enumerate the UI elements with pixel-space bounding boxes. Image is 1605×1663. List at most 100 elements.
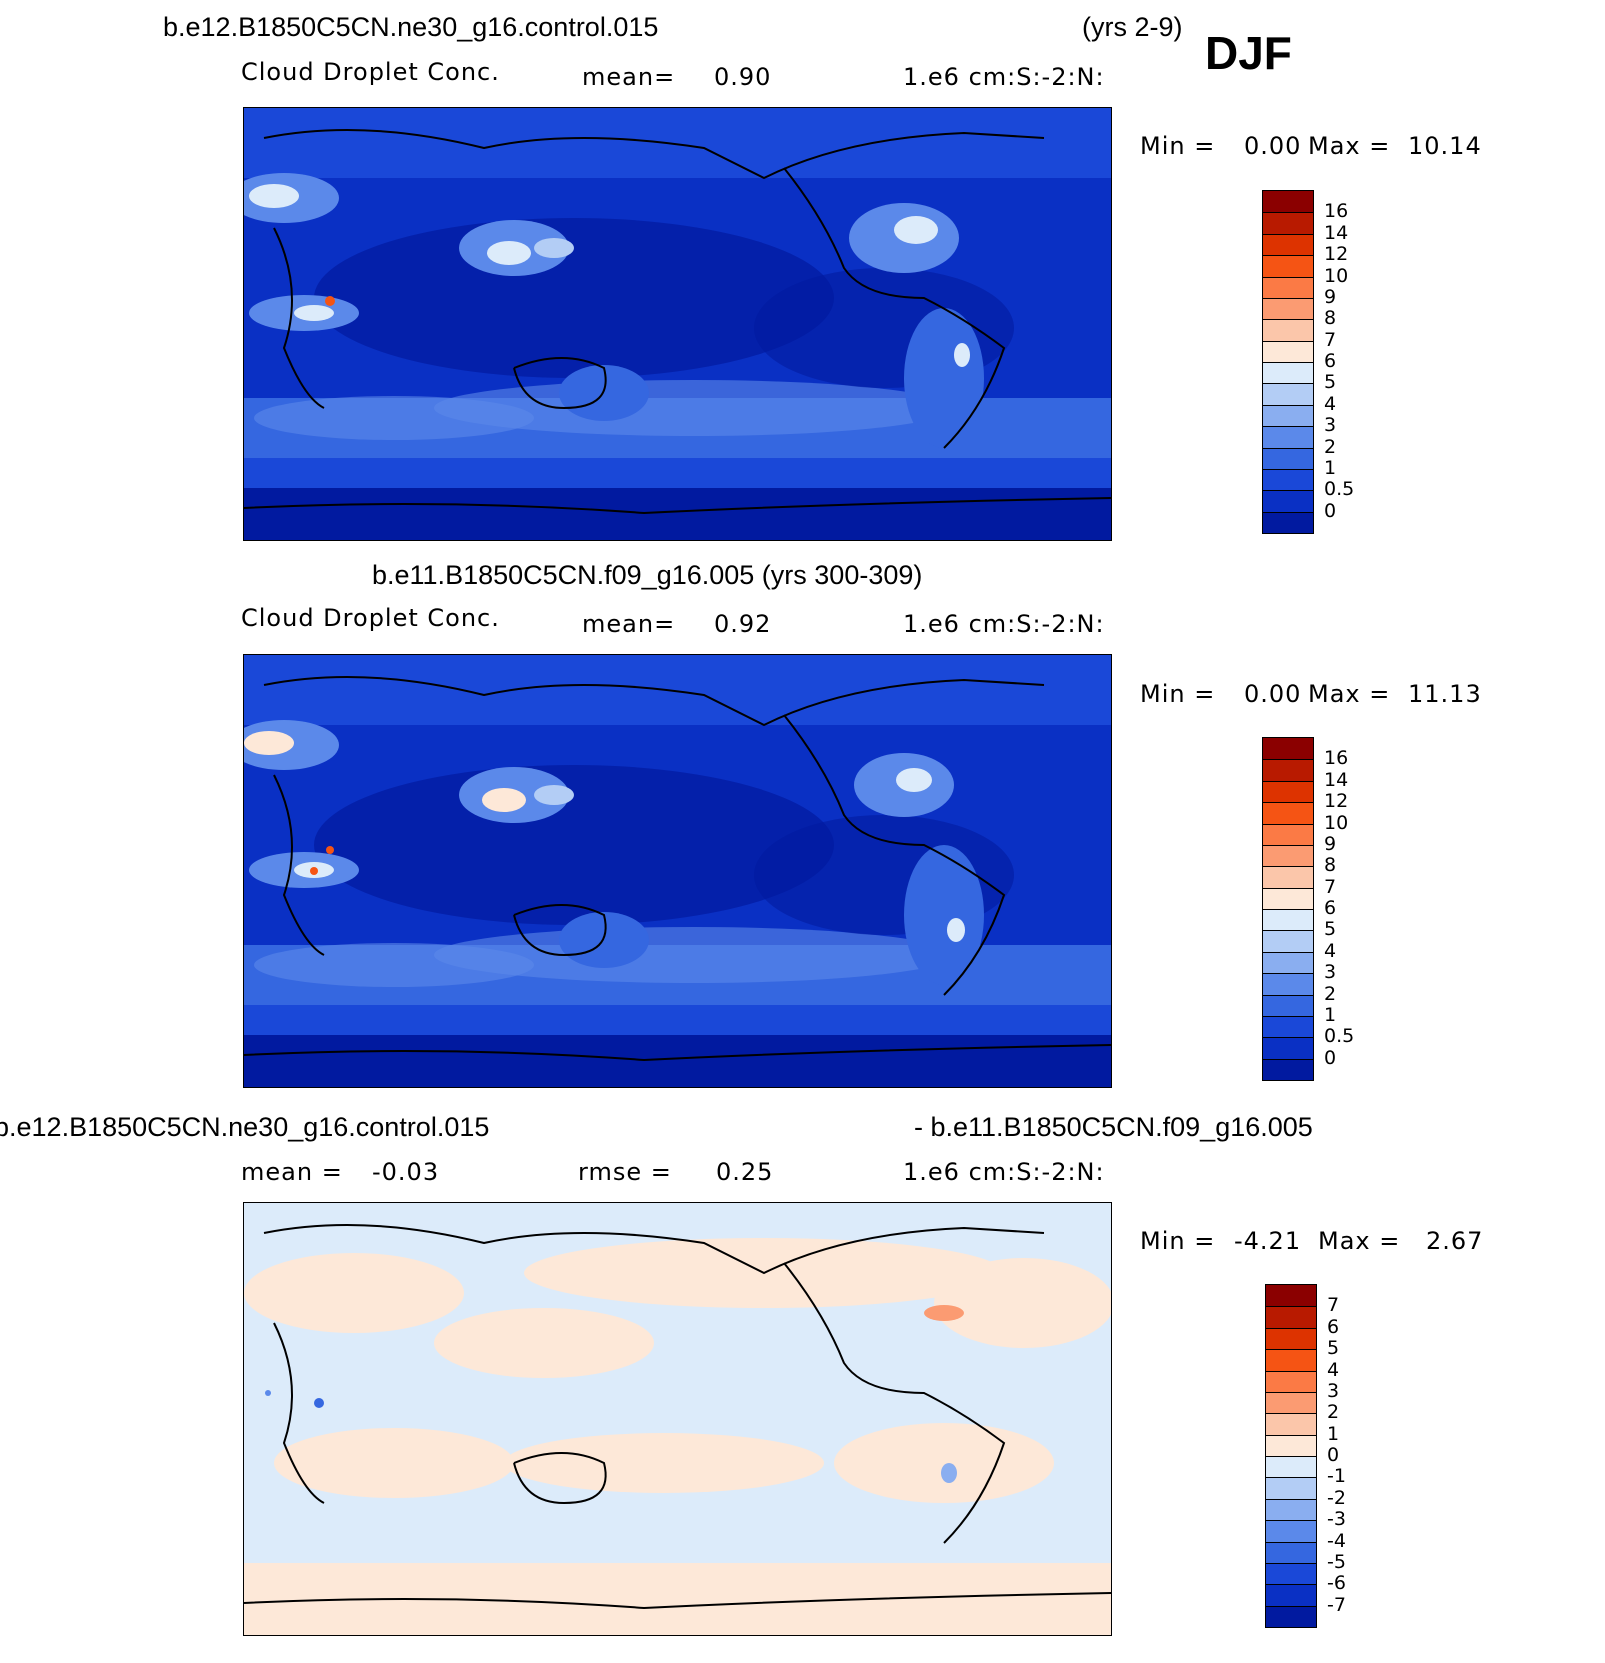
colorbar-segment [1263, 866, 1313, 888]
world-map [244, 1203, 1111, 1635]
colorbar-tick-label: 12 [1324, 243, 1349, 266]
colorbar-segment [1263, 447, 1313, 469]
colorbar-segment [1263, 994, 1313, 1016]
colorbar-tick-label: 3 [1324, 414, 1337, 437]
colorbar-tick-label: 6 [1324, 897, 1337, 919]
colorbar-tick-label: -2 [1327, 1486, 1346, 1509]
mean-value: -0.03 [372, 1158, 440, 1186]
colorbar-segment [1263, 909, 1313, 931]
season-label: DJF [1205, 27, 1292, 79]
colorbar [1262, 737, 1314, 1081]
diff-title-left: b.e12.B1850C5CN.ne30_g16.control.015 [0, 1112, 490, 1142]
colorbar-tick-label: 12 [1324, 790, 1349, 813]
colorbar-segment [1263, 973, 1313, 995]
max-label: Max = [1318, 1227, 1401, 1255]
mean-label: mean = [241, 1158, 343, 1186]
colorbar-segment [1266, 1520, 1316, 1542]
min-label: Min = [1140, 680, 1216, 708]
colorbar-segment [1266, 1456, 1316, 1478]
colorbar-tick-label: 10 [1324, 811, 1349, 834]
units-label: 1.e6 cm:S:-2:N: [903, 610, 1105, 638]
colorbar-segment [1266, 1498, 1316, 1521]
min-value: 0.00 [1244, 132, 1302, 160]
colorbar-tick-label: 4 [1324, 392, 1337, 415]
colorbar-segment [1263, 887, 1313, 909]
colorbar-segment [1263, 276, 1313, 298]
colorbar-tick-label: 2 [1327, 1401, 1340, 1424]
colorbar-tick-label: 8 [1324, 307, 1337, 330]
min-label: Min = [1140, 132, 1216, 160]
antarctic-band [244, 488, 1111, 540]
max-value: 2.67 [1426, 1227, 1484, 1255]
colorbar-segment [1266, 1370, 1316, 1392]
colorbar-tick-label: 1 [1327, 1422, 1340, 1445]
colorbar-tick-label: -5 [1327, 1550, 1346, 1573]
colorbar-tick-label: 1 [1324, 456, 1337, 479]
colorbar-segment [1263, 233, 1313, 256]
colorbar-tick-label: 10 [1324, 264, 1349, 287]
colorbar-tick-label: 16 [1324, 747, 1349, 770]
min-label: Min = [1140, 1227, 1216, 1255]
colorbar-segment [1263, 780, 1313, 803]
colorbar-tick-label: 7 [1327, 1294, 1340, 1317]
colorbar-tick-label: 6 [1324, 350, 1337, 372]
colorbar-segment [1266, 1562, 1316, 1585]
colorbar-tick-label: 3 [1327, 1379, 1340, 1402]
colorbar-tick-label: 2 [1324, 435, 1337, 458]
world-map [244, 655, 1111, 1087]
colorbar-segment [1263, 468, 1313, 491]
colorbar-tick-label: 2 [1324, 982, 1337, 1005]
colorbar-segment [1266, 1327, 1316, 1350]
colorbar-segment [1266, 1434, 1316, 1456]
colorbar-tick-label: 14 [1324, 221, 1349, 244]
colorbar-tick-label: 4 [1327, 1358, 1340, 1381]
colorbar-segment [1263, 844, 1313, 867]
colorbar-tick-label: -1 [1327, 1465, 1346, 1488]
colorbar-tick-label: 5 [1324, 371, 1337, 394]
colorbar-segment [1266, 1413, 1316, 1435]
max-value: 10.14 [1408, 132, 1482, 160]
colorbar-segment [1266, 1541, 1316, 1563]
colorbar-tick-label: -4 [1327, 1529, 1346, 1552]
colorbar-tick-label: 6 [1327, 1315, 1340, 1338]
min-value: 0.00 [1244, 680, 1302, 708]
units-label: 1.e6 cm:S:-2:N: [903, 1158, 1105, 1186]
colorbar-tick-label: 0 [1327, 1444, 1340, 1466]
colorbar-segment [1263, 1058, 1313, 1080]
colorbar-segment [1263, 511, 1313, 533]
colorbar-segment [1263, 426, 1313, 448]
colorbar-segment [1263, 362, 1313, 384]
colorbar-segment [1266, 1306, 1316, 1328]
colorbar-tick-label: -6 [1327, 1572, 1346, 1595]
colorbar-segment [1263, 340, 1313, 362]
colorbar-tick-label: 8 [1324, 854, 1337, 877]
colorbar-segment [1266, 1584, 1316, 1606]
colorbar-segment [1266, 1349, 1316, 1371]
diff-title-right: - b.e11.B1850C5CN.f09_g16.005 [914, 1112, 1313, 1142]
colorbar-tick-label: 14 [1324, 768, 1349, 791]
colorbar-tick-label: 16 [1324, 200, 1349, 223]
colorbar-tick-label: 7 [1324, 875, 1337, 898]
colorbar-tick-label: 4 [1324, 939, 1337, 962]
years-a-label: (yrs 2-9) [1082, 12, 1183, 42]
colorbar-tick-label: -7 [1327, 1593, 1346, 1616]
colorbar-segment [1263, 212, 1313, 234]
field-label: Cloud Droplet Conc. [241, 58, 500, 86]
case-a-title: b.e12.B1850C5CN.ne30_g16.control.015 [163, 12, 659, 42]
colorbar-segment [1263, 951, 1313, 974]
colorbar-tick-label: 0.5 [1324, 1025, 1355, 1048]
max-value: 11.13 [1408, 680, 1482, 708]
panel-title: b.e11.B1850C5CN.f09_g16.005 (yrs 300-309… [372, 560, 923, 590]
colorbar-tick-label: 0 [1324, 1046, 1337, 1069]
colorbar-segment [1263, 738, 1313, 760]
colorbar-segment [1266, 1391, 1316, 1414]
units-label: 1.e6 cm:S:-2:N: [903, 63, 1105, 91]
colorbar-tick-label: 7 [1324, 328, 1337, 351]
mean-value: 0.90 [714, 63, 772, 91]
colorbar-segment [1263, 383, 1313, 405]
colorbar-tick-label: -3 [1327, 1508, 1346, 1531]
rmse-label: rmse = [578, 1158, 672, 1186]
mean-label: mean= [582, 63, 676, 91]
mean-label: mean= [582, 610, 676, 638]
max-label: Max = [1308, 680, 1391, 708]
